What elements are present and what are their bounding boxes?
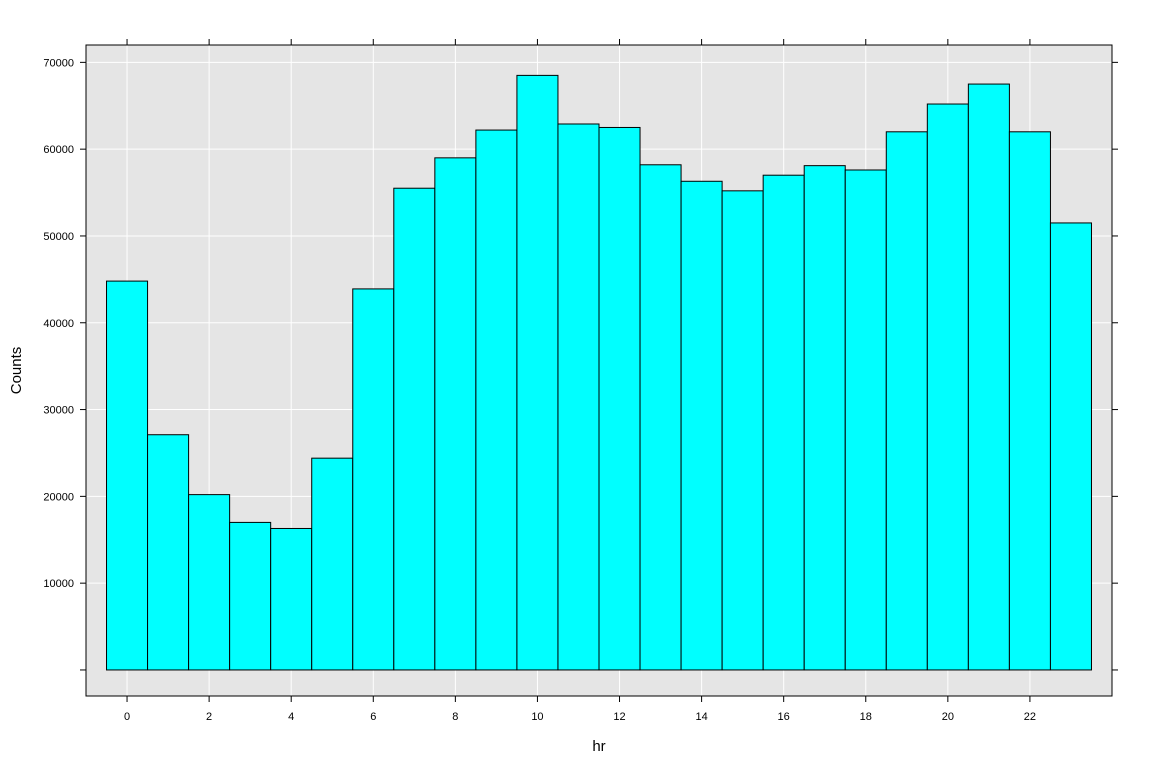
histogram-bar: [270, 527, 313, 671]
histogram-bar: [557, 123, 600, 671]
y-tick-label: 10000: [43, 578, 74, 590]
histogram-bar: [475, 129, 518, 671]
y-tick-label: 50000: [43, 231, 74, 243]
y-tick-label: 20000: [43, 491, 74, 503]
histogram-bar: [844, 169, 887, 671]
x-tick-label: 16: [778, 711, 790, 723]
panel-frame: [85, 44, 1113, 697]
histogram-bar: [967, 83, 1010, 671]
x-tick-label: 12: [613, 711, 625, 723]
x-axis-title: hr: [592, 738, 605, 755]
x-tick-label: 0: [124, 711, 130, 723]
histogram-bar: [434, 157, 477, 671]
histogram-bar: [1049, 222, 1092, 671]
histogram-bar: [1008, 131, 1051, 671]
histogram-bar: [803, 165, 846, 671]
y-tick-label: 60000: [43, 144, 74, 156]
y-tick-label: 40000: [43, 318, 74, 330]
histogram-bar: [885, 131, 928, 671]
histogram-bar: [352, 288, 395, 671]
histogram-bar: [516, 74, 559, 671]
histogram-bar: [762, 174, 805, 671]
x-tick-label: 14: [695, 711, 707, 723]
histogram-bars: [106, 74, 1092, 671]
x-tick-label: 8: [452, 711, 458, 723]
x-tick-label: 4: [288, 711, 294, 723]
histogram-bar: [721, 190, 764, 671]
histogram-bar: [680, 180, 723, 671]
y-tick-label: 70000: [43, 57, 74, 69]
histogram-bar: [393, 187, 436, 671]
x-tick-label: 10: [531, 711, 543, 723]
histogram-bar: [147, 434, 190, 671]
x-tick-label: 6: [370, 711, 376, 723]
x-tick-label: 18: [860, 711, 872, 723]
histogram-bar: [639, 164, 682, 671]
axis-ticks: [80, 39, 1118, 702]
x-tick-label: 22: [1024, 711, 1036, 723]
y-tick-label: 30000: [43, 405, 74, 417]
x-tick-label: 20: [942, 711, 954, 723]
histogram-bar: [311, 457, 354, 671]
histogram-bar: [188, 494, 231, 671]
histogram-bar: [229, 521, 272, 671]
tick-labels: 0 2 4 6 8 10 12 14 16 18 20 22 10000 20000 30000 40000 5…: [43, 57, 1036, 723]
histogram-bar: [106, 280, 149, 671]
histogram-bar: [598, 126, 641, 671]
histogram-bar: [926, 103, 969, 671]
x-tick-label: 2: [206, 711, 212, 723]
y-axis-title: Counts: [8, 347, 25, 395]
